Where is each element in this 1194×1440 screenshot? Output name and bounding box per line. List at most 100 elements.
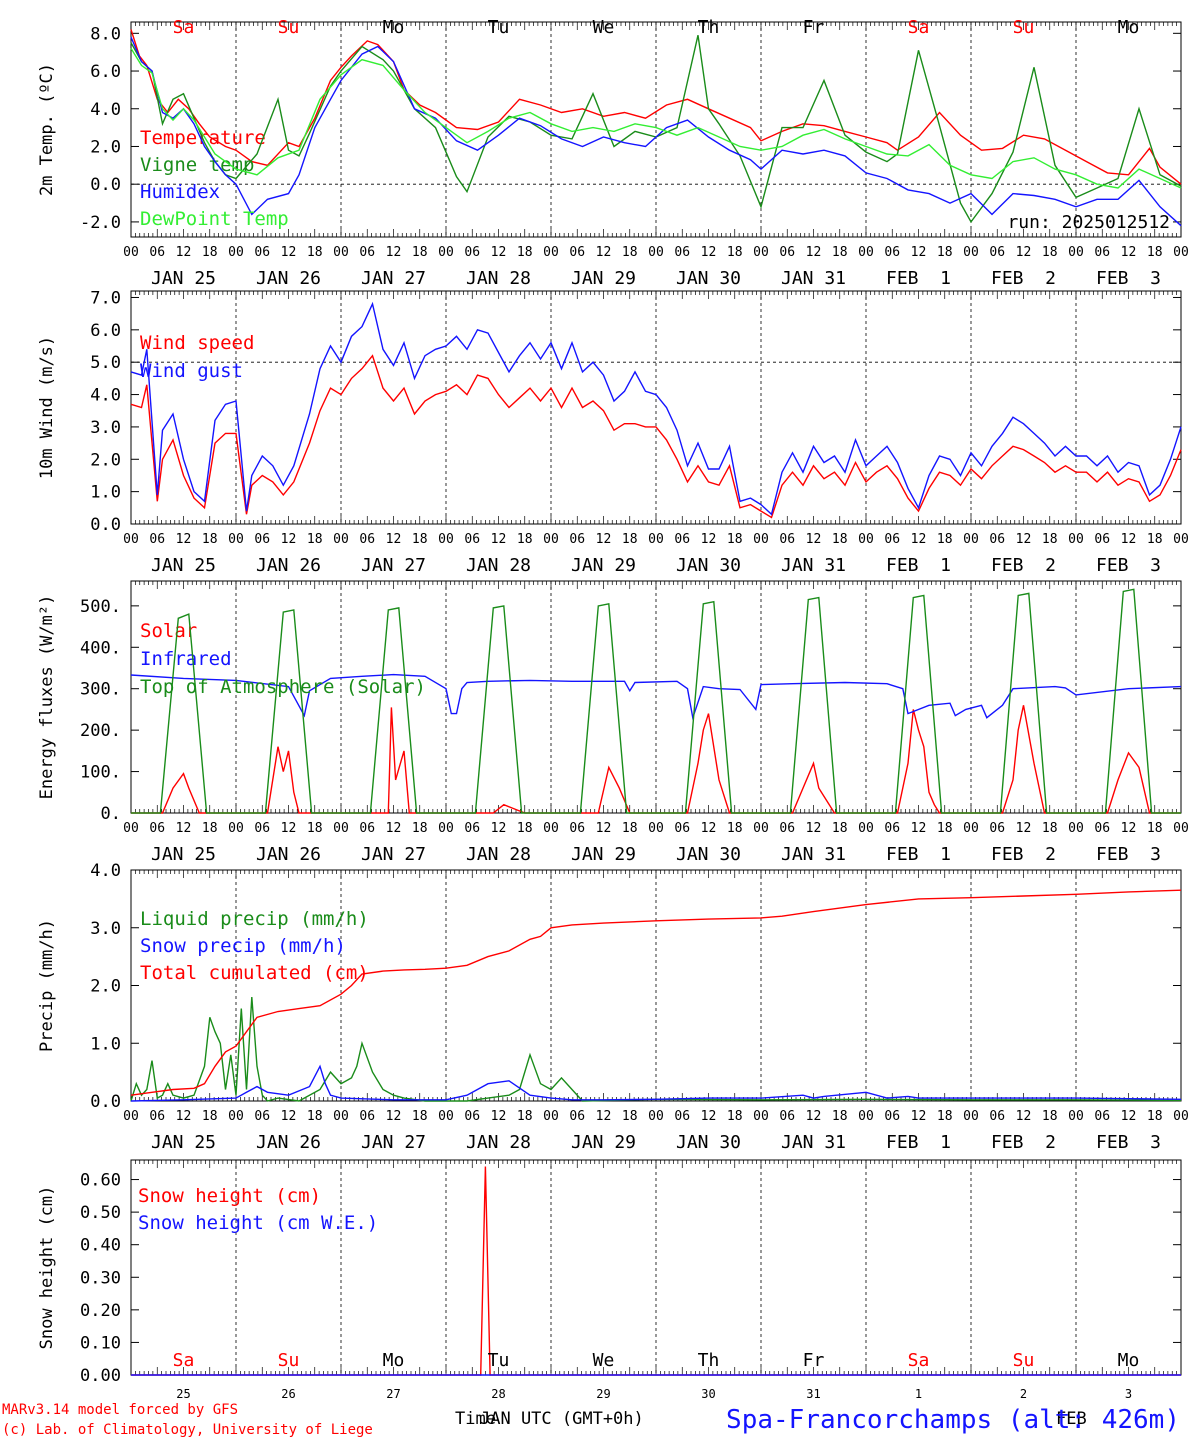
temperature-hour-label: 06 [254,245,270,260]
bottom-day-number: 29 [596,1387,610,1401]
energy-series-line [131,588,1181,814]
wind-date-label: JAN 29 [571,555,636,576]
temperature-legend-item: DewPoint Temp [140,208,289,230]
footer-credit-line: (c) Lab. of Climatology, University of L… [2,1422,373,1438]
temperature-hour-label: 00 [858,245,874,260]
precip-hour-label: 12 [1121,1109,1137,1124]
energy-hour-label: 06 [1094,821,1110,836]
precip-y-tick-label: 1.0 [90,1034,121,1054]
temperature-legend-item: Vigne temp [140,154,254,176]
energy-hour-label: 18 [1042,821,1058,836]
wind-hour-label: 18 [1042,532,1058,547]
precip-hour-label: 06 [989,1109,1005,1124]
temperature-hour-label: 12 [1016,245,1032,260]
energy-date-label: JAN 29 [571,844,636,865]
footer-time-axis-label: JAN UTC (GMT+0h) [480,1409,644,1429]
snow-weekday-label: Sa [173,1350,195,1371]
wind-hour-label: 06 [674,532,690,547]
wind-date-label: JAN 30 [676,555,741,576]
precip-hour-label: 12 [386,1109,402,1124]
precip-hour-label: 12 [911,1109,927,1124]
precip-hour-label: 06 [779,1109,795,1124]
temperature-hour-label: 12 [386,245,402,260]
precip-hour-label: 00 [753,1109,769,1124]
precip-hour-label: 00 [648,1109,664,1124]
wind-date-label: JAN 27 [361,555,426,576]
temperature-series-line [130,36,1182,227]
precip-hour-label: 18 [832,1109,848,1124]
energy-date-label: FEB 2 [991,844,1056,865]
temperature-date-label: JAN 29 [571,268,636,289]
precip-series-line [130,889,1182,1096]
temperature-hour-label: 06 [989,245,1005,260]
temperature-hour-label: 18 [832,245,848,260]
energy-hour-label: 18 [727,821,743,836]
bottom-day-number: 3 [1125,1387,1132,1401]
energy-hour-label: 18 [517,821,533,836]
energy-hour-label: 12 [1016,821,1032,836]
temperature-date-label: JAN 28 [466,268,531,289]
wind-hour-label: 12 [281,532,297,547]
energy-hour-label: 18 [202,821,218,836]
wind-hour-label: 12 [386,532,402,547]
wind-hour-label: 06 [569,532,585,547]
precip-y-tick-label: 0.0 [90,1092,121,1112]
energy-date-label: JAN 30 [676,844,741,865]
snow-weekday-label: Mo [1118,1350,1140,1371]
temperature-hour-label: 12 [911,245,927,260]
bottom-day-number: 28 [491,1387,505,1401]
temperature-date-label: JAN 30 [676,268,741,289]
temperature-hour-label: 00 [228,245,244,260]
temperature-date-label: JAN 31 [781,268,846,289]
wind-legend-item: Wind gust [140,360,243,382]
temperature-hour-label: 06 [884,245,900,260]
energy-hour-label: 18 [937,821,953,836]
wind-hour-label: 12 [176,532,192,547]
energy-hour-label: 06 [254,821,270,836]
bottom-day-number: 2 [1020,1387,1027,1401]
wind-hour-label: 00 [123,532,139,547]
temperature-hour-label: 00 [648,245,664,260]
snow-weekday-label: Su [1013,1350,1035,1371]
temperature-date-label: FEB 2 [991,268,1056,289]
precip-hour-label: 06 [254,1109,270,1124]
wind-hour-label: 00 [1068,532,1084,547]
precip-y-tick-label: 4.0 [90,861,121,881]
energy-legend-item: Top of Atmosphere (Solar) [140,676,426,698]
temperature-series-line [130,35,1182,224]
temperature-hour-label: 00 [438,245,454,260]
precip-hour-label: 00 [438,1109,454,1124]
temperature-y-tick-label: 8.0 [90,24,121,44]
temperature-hour-label: 00 [543,245,559,260]
energy-hour-label: 12 [806,821,822,836]
energy-y-axis-label: Energy fluxes (W/m²) [37,595,57,800]
wind-hour-label: 06 [359,532,375,547]
wind-hour-label: 00 [543,532,559,547]
energy-hour-label: 00 [648,821,664,836]
bottom-day-number: 27 [386,1387,400,1401]
energy-hour-label: 00 [753,821,769,836]
wind-hour-label: 12 [491,532,507,547]
wind-date-label: JAN 28 [466,555,531,576]
precip-hour-label: 12 [176,1109,192,1124]
wind-hour-label: 06 [149,532,165,547]
precip-hour-label: 18 [622,1109,638,1124]
wind-hour-label: 18 [937,532,953,547]
energy-date-label: JAN 28 [466,844,531,865]
precip-hour-label: 00 [1068,1109,1084,1124]
bottom-day-number: 31 [806,1387,820,1401]
precip-hour-label: 12 [806,1109,822,1124]
wind-y-tick-label: 3.0 [90,418,121,438]
snow-weekday-label: Su [278,1350,300,1371]
wind-y-tick-label: 6.0 [90,321,121,341]
temperature-hour-label: 18 [1147,245,1163,260]
precip-hour-label: 18 [937,1109,953,1124]
temperature-hour-label: 18 [622,245,638,260]
temperature-hour-label: 18 [202,245,218,260]
snow-y-axis-label: Snow height (cm) [37,1186,57,1350]
precip-hour-label: 00 [858,1109,874,1124]
energy-hour-label: 18 [622,821,638,836]
wind-hour-label: 18 [307,532,323,547]
temperature-hour-label: 06 [779,245,795,260]
temperature-y-tick-label: 4.0 [90,100,121,120]
